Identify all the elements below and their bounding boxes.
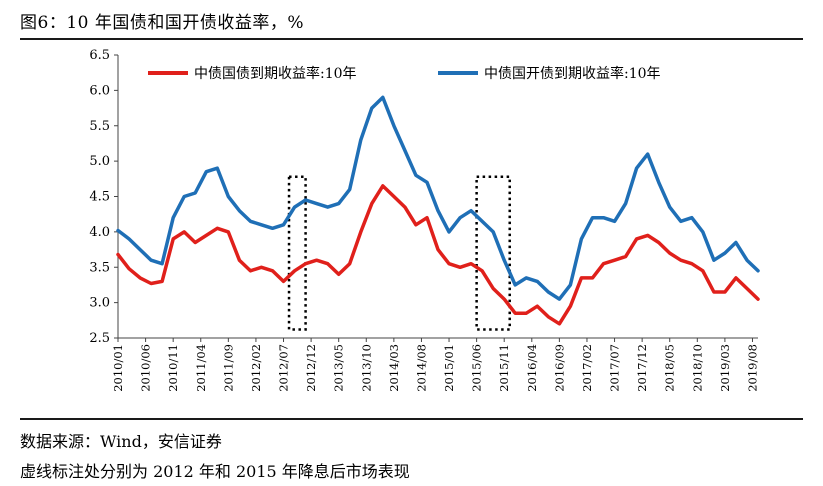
top-rule — [20, 38, 803, 40]
x-tick-label: 2012/12 — [304, 344, 318, 392]
figure-title: 图6：10 年国债和国开债收益率，% — [20, 13, 305, 33]
y-tick-label: 3.0 — [89, 296, 110, 311]
line-chart: 2.5 3.0 3.5 4.0 4.5 5.0 5.5 6.0 6.5 2010/01 2010/0… — [89, 48, 760, 392]
x-tick-label: 2012/02 — [249, 344, 263, 392]
x-tick-label: 2011/04 — [194, 344, 208, 392]
legend-label-2: 中债国开债到期收益率:10年 — [484, 65, 661, 82]
y-tick-label: 5.5 — [89, 119, 110, 134]
series-lines — [116, 95, 760, 326]
y-tick-label: 3.5 — [89, 260, 110, 275]
x-tick-label: 2013/10 — [359, 344, 373, 392]
x-tick-label: 2016/09 — [552, 344, 566, 392]
chart-legend: 中债国债到期收益率:10年 中债国开债到期收益率:10年 — [148, 65, 661, 82]
x-tick-label: 2014/08 — [414, 344, 428, 392]
x-tick-label: 2013/05 — [332, 344, 346, 392]
x-tick-label: 2015/01 — [442, 344, 456, 392]
x-tick-label: 2010/06 — [139, 344, 153, 392]
legend-label-1: 中债国债到期收益率:10年 — [194, 65, 357, 82]
annotation-boxes — [287, 175, 511, 331]
x-tick-label: 2017/12 — [635, 344, 649, 392]
y-tick-label: 6.5 — [89, 48, 110, 63]
data-source: 数据来源：Wind，安信证券 — [20, 432, 222, 451]
dashed-annotation-box — [287, 175, 307, 331]
x-tick-label: 2010/01 — [111, 344, 125, 392]
bottom-rule — [20, 418, 803, 420]
footnote: 虚线标注处分别为 2012 年和 2015 年降息后市场表现 — [20, 462, 410, 481]
y-tick-label: 4.5 — [89, 190, 110, 205]
x-tick-label: 2015/11 — [497, 344, 511, 392]
y-tick-label: 2.5 — [89, 331, 110, 346]
chart-axes: 2.5 3.0 3.5 4.0 4.5 5.0 5.5 6.0 6.5 2010/01 2010/0… — [89, 48, 759, 392]
series-line-2 — [116, 95, 760, 301]
x-tick-label: 2017/07 — [608, 344, 622, 392]
x-tick-label: 2011/09 — [221, 344, 235, 392]
x-tick-label: 2018/10 — [690, 344, 704, 392]
y-tick-label: 6.0 — [89, 83, 110, 98]
x-tick-label: 2018/05 — [663, 344, 677, 392]
x-tick-label: 2017/02 — [580, 344, 594, 392]
x-tick-label: 2012/07 — [277, 344, 291, 392]
y-tick-label: 5.0 — [89, 154, 110, 169]
x-tick-label: 2016/04 — [525, 344, 539, 392]
x-tick-label: 2019/03 — [718, 344, 732, 392]
series-line-1 — [116, 184, 760, 326]
x-tick-label: 2014/03 — [387, 344, 401, 392]
x-tick-label: 2010/11 — [166, 344, 180, 392]
dashed-annotation-box — [475, 175, 511, 331]
x-tick-label: 2015/06 — [470, 344, 484, 392]
x-tick-label: 2019/08 — [745, 344, 759, 392]
y-tick-label: 4.0 — [89, 225, 110, 240]
